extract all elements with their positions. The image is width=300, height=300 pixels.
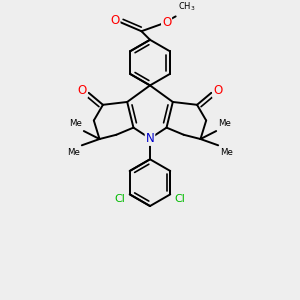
Text: Cl: Cl [175, 194, 186, 205]
Text: O: O [110, 14, 119, 27]
Text: O: O [213, 84, 222, 97]
Text: Me: Me [67, 148, 80, 157]
Text: CH$_3$: CH$_3$ [178, 1, 196, 13]
Text: O: O [162, 16, 171, 29]
Text: Cl: Cl [114, 194, 125, 205]
Text: O: O [78, 84, 87, 97]
Text: N: N [146, 132, 154, 145]
Text: Me: Me [69, 119, 82, 128]
Text: Me: Me [220, 148, 233, 157]
Text: Me: Me [218, 119, 231, 128]
